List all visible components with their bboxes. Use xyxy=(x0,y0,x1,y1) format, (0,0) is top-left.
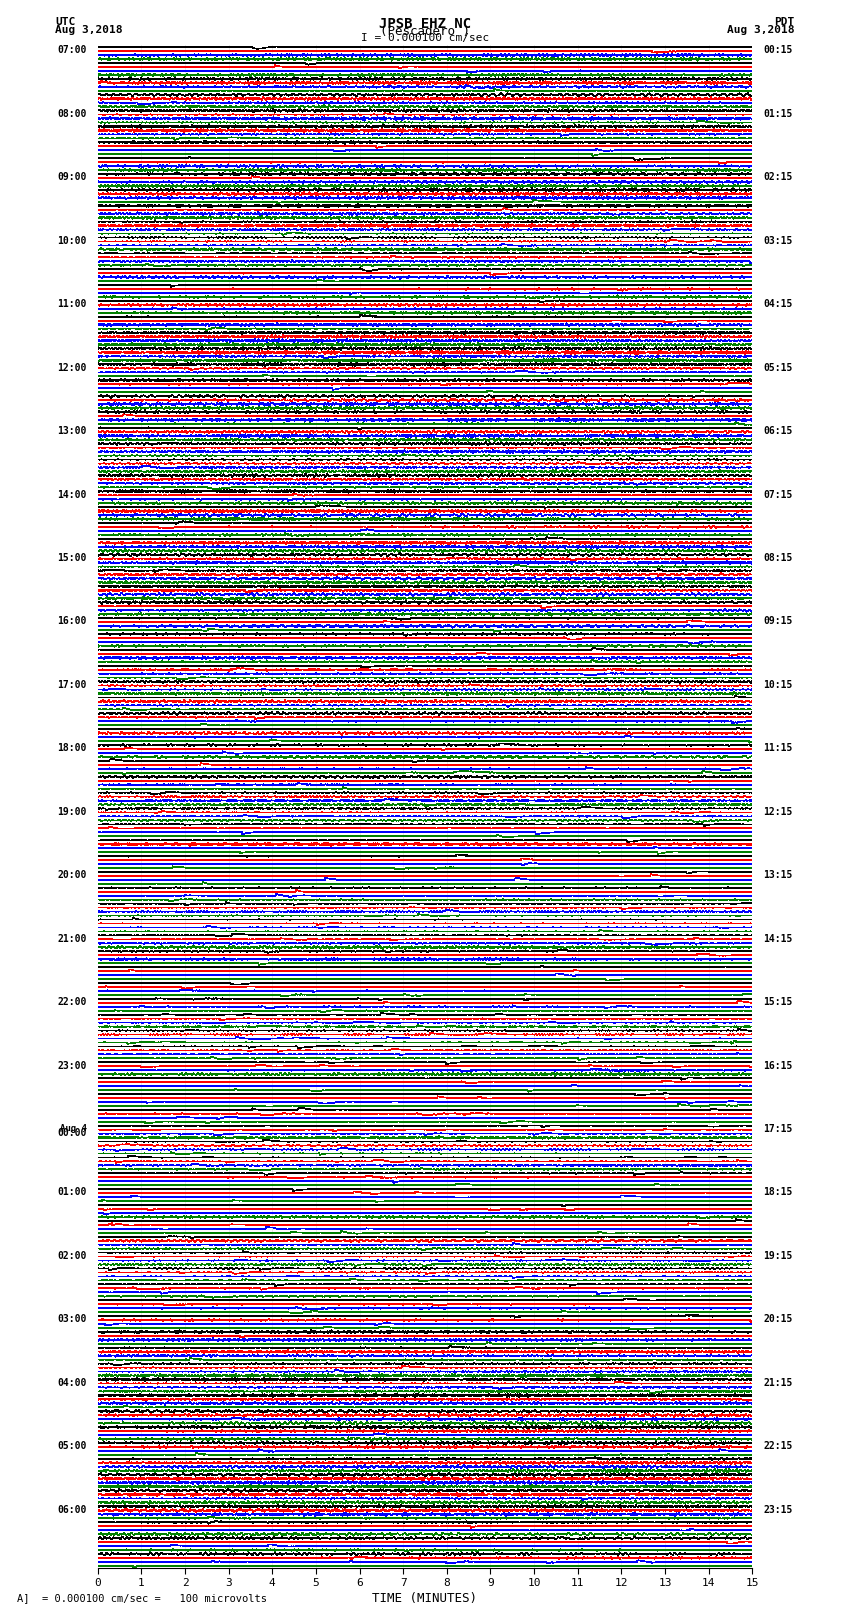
Text: 09:00: 09:00 xyxy=(58,173,87,182)
Text: 07:00: 07:00 xyxy=(58,45,87,55)
X-axis label: TIME (MINUTES): TIME (MINUTES) xyxy=(372,1592,478,1605)
Text: 18:15: 18:15 xyxy=(763,1187,792,1197)
Text: 21:15: 21:15 xyxy=(763,1378,792,1387)
Text: 08:00: 08:00 xyxy=(58,110,87,119)
Text: 23:00: 23:00 xyxy=(58,1061,87,1071)
Text: 02:15: 02:15 xyxy=(763,173,792,182)
Text: PDT: PDT xyxy=(774,18,795,27)
Text: 16:00: 16:00 xyxy=(58,616,87,626)
Text: 06:15: 06:15 xyxy=(763,426,792,436)
Text: 20:15: 20:15 xyxy=(763,1315,792,1324)
Text: 13:00: 13:00 xyxy=(58,426,87,436)
Text: 22:00: 22:00 xyxy=(58,997,87,1007)
Text: 00:15: 00:15 xyxy=(763,45,792,55)
Text: 14:15: 14:15 xyxy=(763,934,792,944)
Text: 02:00: 02:00 xyxy=(58,1252,87,1261)
Text: Aug 3,2018: Aug 3,2018 xyxy=(728,24,795,35)
Text: 03:15: 03:15 xyxy=(763,235,792,245)
Text: 22:15: 22:15 xyxy=(763,1442,792,1452)
Text: 08:15: 08:15 xyxy=(763,553,792,563)
Text: 13:15: 13:15 xyxy=(763,871,792,881)
Text: 19:00: 19:00 xyxy=(58,806,87,816)
Text: 10:00: 10:00 xyxy=(58,235,87,245)
Text: 07:15: 07:15 xyxy=(763,490,792,500)
Text: (Pescadero ): (Pescadero ) xyxy=(380,24,470,39)
Text: 11:15: 11:15 xyxy=(763,744,792,753)
Text: 20:00: 20:00 xyxy=(58,871,87,881)
Text: 15:00: 15:00 xyxy=(58,553,87,563)
Text: 03:00: 03:00 xyxy=(58,1315,87,1324)
Text: 01:00: 01:00 xyxy=(58,1187,87,1197)
Text: 12:15: 12:15 xyxy=(763,806,792,816)
Text: 06:00: 06:00 xyxy=(58,1505,87,1515)
Text: 01:15: 01:15 xyxy=(763,110,792,119)
Text: 17:00: 17:00 xyxy=(58,681,87,690)
Text: 10:15: 10:15 xyxy=(763,681,792,690)
Text: 11:00: 11:00 xyxy=(58,300,87,310)
Text: I = 0.000100 cm/sec: I = 0.000100 cm/sec xyxy=(361,32,489,44)
Text: 04:15: 04:15 xyxy=(763,300,792,310)
Text: 23:15: 23:15 xyxy=(763,1505,792,1515)
Text: 12:00: 12:00 xyxy=(58,363,87,373)
Text: 21:00: 21:00 xyxy=(58,934,87,944)
Text: 17:15: 17:15 xyxy=(763,1124,792,1134)
Text: 16:15: 16:15 xyxy=(763,1061,792,1071)
Text: JPSB EHZ NC: JPSB EHZ NC xyxy=(379,18,471,31)
Text: A]  = 0.000100 cm/sec =   100 microvolts: A] = 0.000100 cm/sec = 100 microvolts xyxy=(17,1594,267,1603)
Text: 19:15: 19:15 xyxy=(763,1252,792,1261)
Text: 00:00: 00:00 xyxy=(58,1127,87,1137)
Text: Aug 4: Aug 4 xyxy=(60,1124,87,1132)
Text: 15:15: 15:15 xyxy=(763,997,792,1007)
Text: UTC: UTC xyxy=(55,18,76,27)
Text: 04:00: 04:00 xyxy=(58,1378,87,1387)
Text: 05:00: 05:00 xyxy=(58,1442,87,1452)
Text: 05:15: 05:15 xyxy=(763,363,792,373)
Text: 18:00: 18:00 xyxy=(58,744,87,753)
Text: 09:15: 09:15 xyxy=(763,616,792,626)
Text: 14:00: 14:00 xyxy=(58,490,87,500)
Text: Aug 3,2018: Aug 3,2018 xyxy=(55,24,122,35)
